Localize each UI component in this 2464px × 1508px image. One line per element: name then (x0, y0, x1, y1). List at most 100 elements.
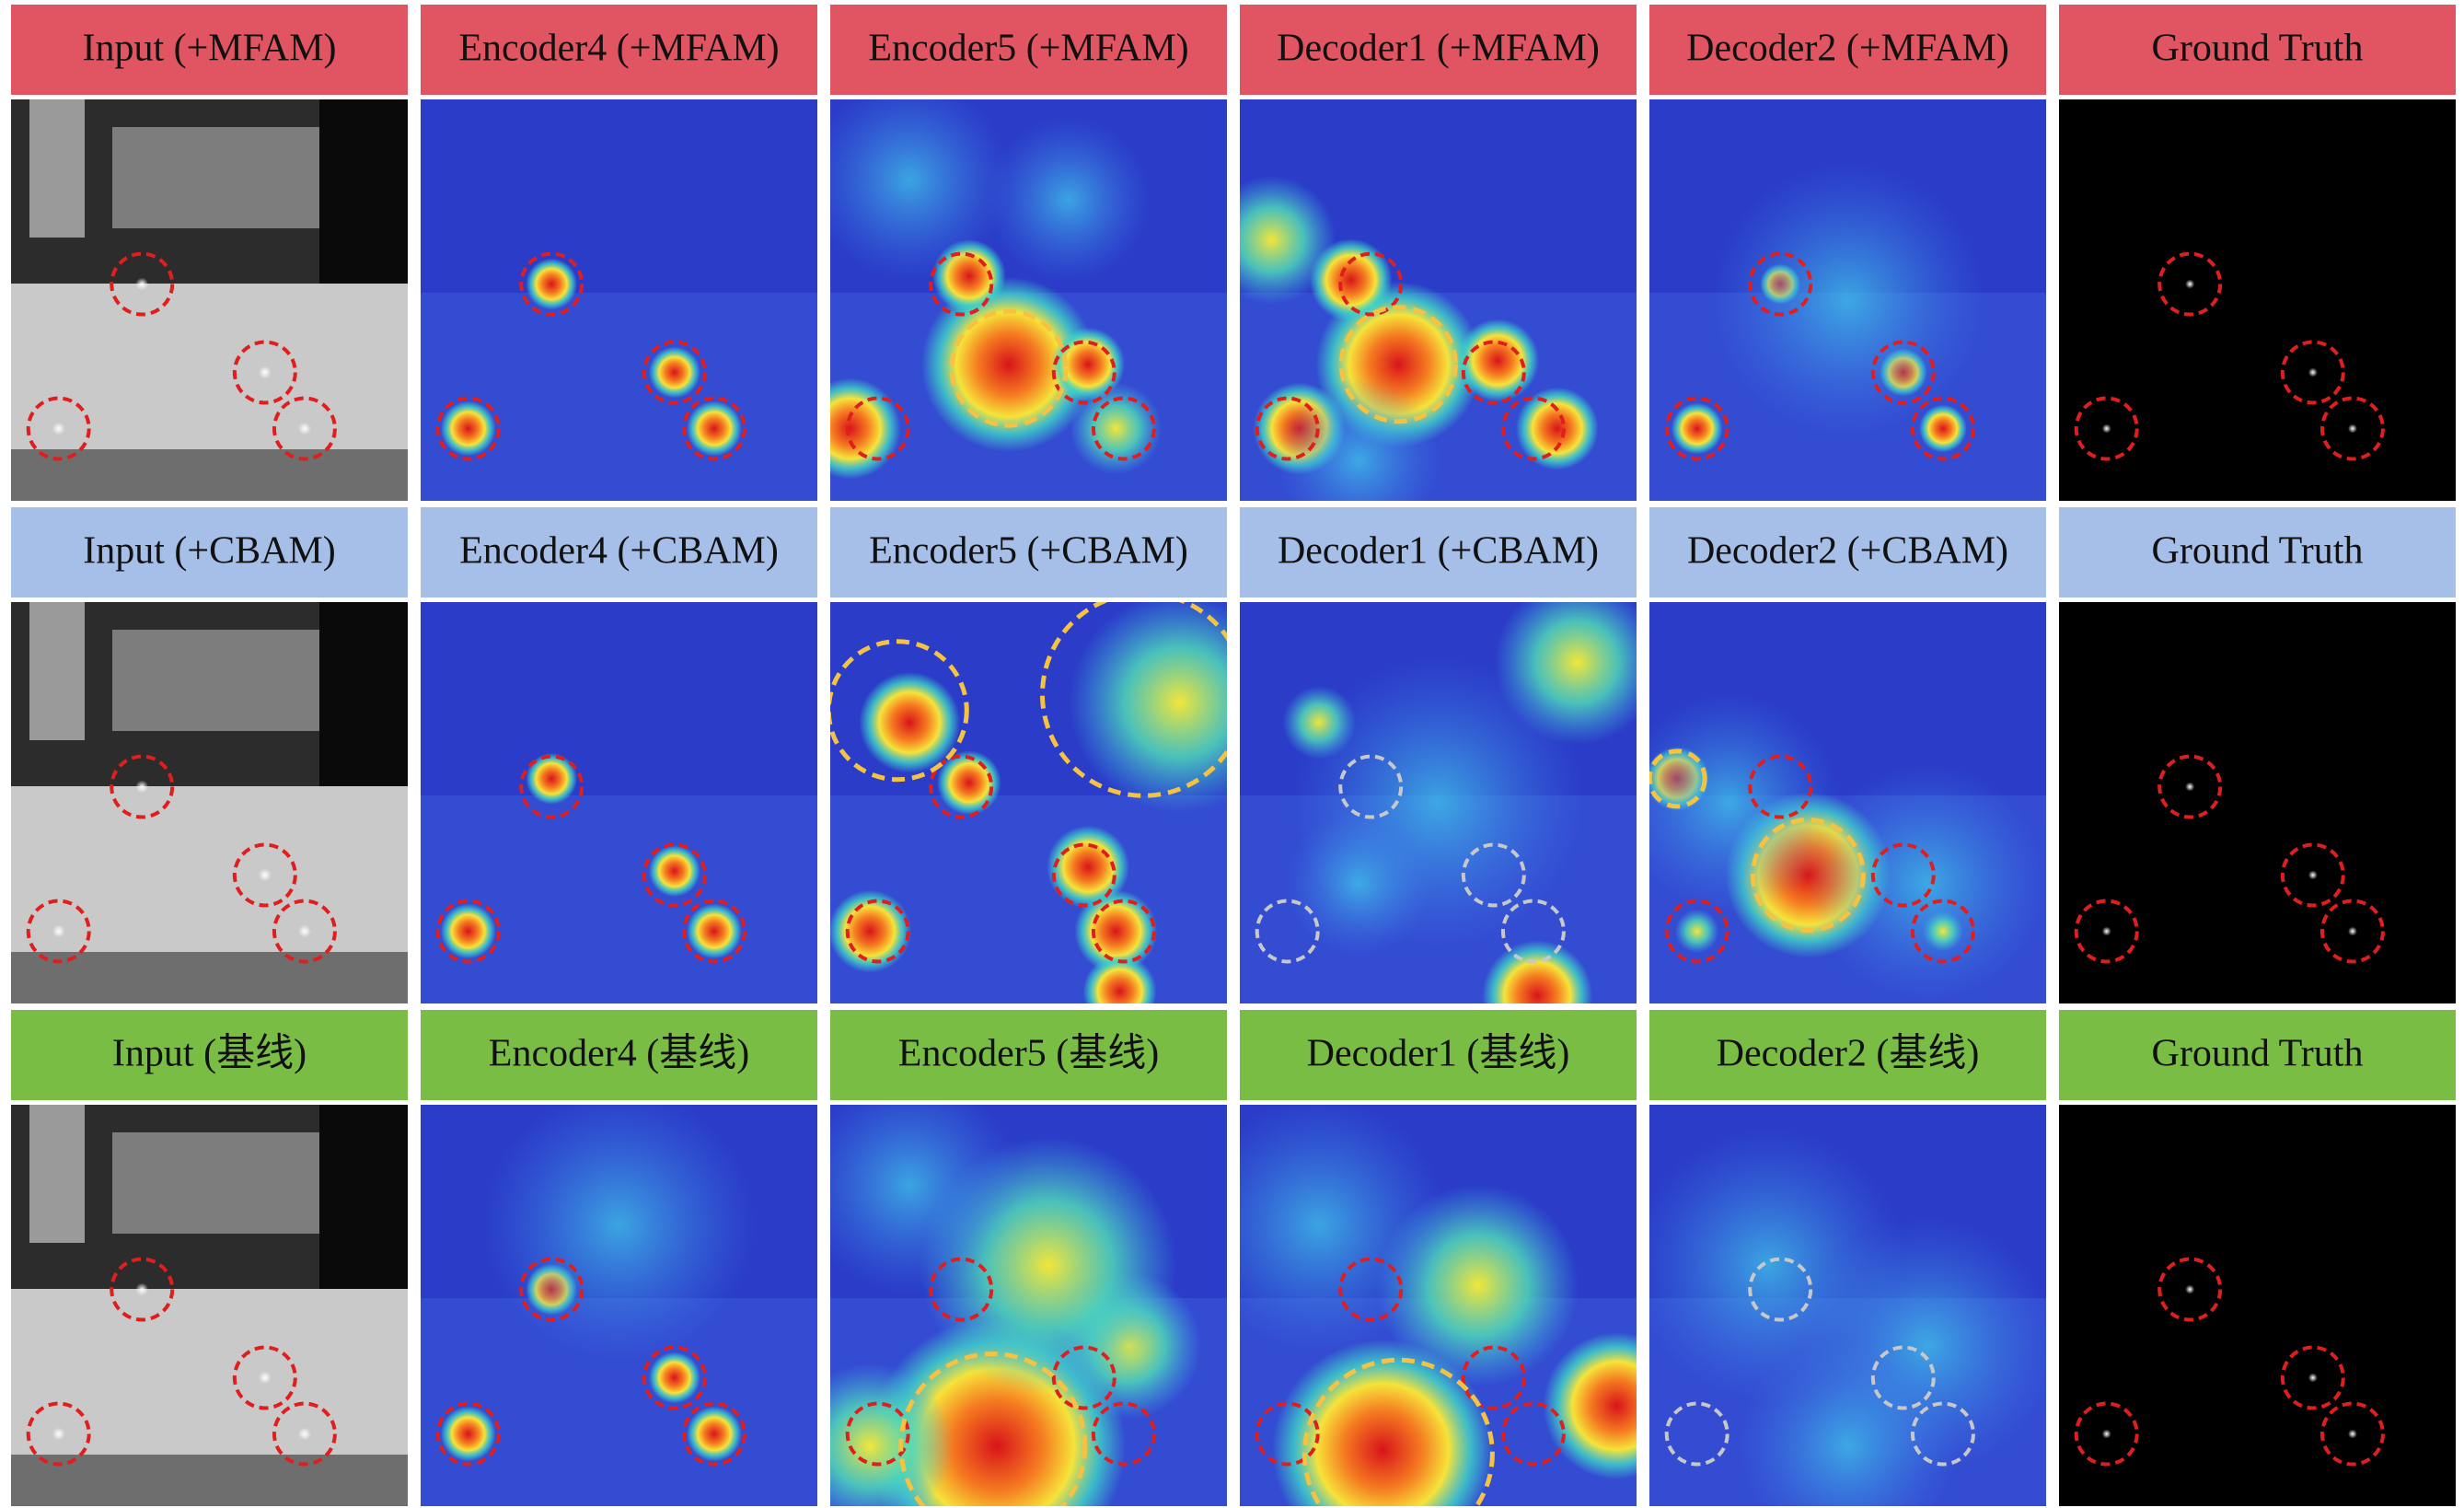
heat-spot (1649, 692, 1840, 913)
heat-spot (1674, 909, 1719, 954)
target-circle (1870, 1345, 1936, 1410)
panel-header (830, 5, 1227, 95)
target-circle (1091, 396, 1156, 461)
heat-spot (1070, 382, 1163, 475)
panel-label: Decoder2 (+MFAM) (1686, 28, 2009, 70)
target-circle (1091, 1401, 1156, 1467)
panel-label: Decoder2 (基线) (1717, 1033, 1980, 1075)
target-circle (2280, 340, 2345, 405)
target-circle (110, 1257, 175, 1322)
target-dot (2308, 367, 2318, 377)
heat-spot (440, 400, 496, 457)
heat-spot (1051, 327, 1126, 401)
target-circle (2157, 1257, 2223, 1322)
panel-label: Encoder5 (+MFAM) (868, 28, 1188, 70)
heat-spot (1240, 175, 1336, 305)
heat-spot (686, 1406, 742, 1462)
heat-spot (1709, 162, 1986, 438)
target-circle (681, 899, 746, 964)
target-circle (1338, 251, 1404, 317)
target-circle (435, 396, 501, 461)
panel-image (11, 1105, 408, 1506)
panel-image (1240, 1105, 1637, 1506)
target-circle (272, 899, 337, 964)
target-circle (1664, 1401, 1729, 1467)
highlight-circle (949, 308, 1069, 428)
heat-spot (1272, 1339, 1494, 1506)
target-dot (2347, 423, 2357, 434)
panel-image (830, 99, 1227, 501)
heat-spot (830, 889, 912, 973)
heat-spot (859, 671, 961, 773)
panel-header (2059, 507, 2456, 597)
heat-spot (1074, 889, 1158, 973)
panel-label: Input (+MFAM) (82, 28, 336, 70)
target-circle (1255, 899, 1320, 964)
panel-header (11, 507, 408, 597)
target-dot (297, 1427, 311, 1441)
target-circle (1051, 1345, 1116, 1410)
highlight-circle (1649, 748, 1707, 809)
target-dot (2101, 423, 2111, 434)
target-circle (2074, 1401, 2139, 1467)
target-circle (2074, 396, 2139, 461)
panel-label: Ground Truth (2152, 530, 2364, 573)
panel-label: Decoder1 (+CBAM) (1278, 530, 1599, 573)
target-circle (681, 1401, 746, 1467)
panel-header (421, 507, 817, 597)
panel-image (1649, 99, 2046, 501)
target-circle (1338, 1257, 1404, 1322)
target-dot (52, 924, 65, 938)
target-circle (272, 1401, 337, 1467)
target-dot (52, 422, 65, 435)
heat-spot (440, 903, 496, 959)
target-circle (845, 396, 910, 461)
panel-image (421, 1105, 817, 1506)
heat-spot (1918, 404, 1967, 453)
target-circle (1338, 754, 1404, 819)
target-circle (26, 1401, 91, 1467)
target-dot (2185, 279, 2195, 289)
target-circle (1870, 340, 1936, 405)
target-dot (2347, 926, 2357, 936)
panel-label: Encoder4 (+MFAM) (458, 28, 779, 70)
target-circle (1870, 842, 1936, 908)
target-circle (519, 1257, 584, 1322)
heat-spot (936, 750, 1001, 816)
heat-spot (440, 1406, 496, 1462)
target-circle (1461, 340, 1526, 405)
wall (112, 1132, 324, 1234)
heat-spot (686, 903, 742, 959)
target-circle (2319, 396, 2385, 461)
heat-spot (830, 1363, 954, 1506)
target-circle (1500, 1401, 1566, 1467)
highlight-circle (1338, 305, 1458, 424)
target-circle (681, 396, 746, 461)
target-circle (929, 251, 994, 317)
target-circle (1910, 1401, 1975, 1467)
heat-spot (648, 1351, 700, 1404)
heat-spot (1671, 402, 1723, 455)
target-circle (232, 340, 297, 405)
heat-spot (830, 99, 1012, 282)
ground (11, 1289, 408, 1455)
ground-low (11, 449, 408, 501)
panel-header (1649, 1010, 2046, 1100)
target-circle (1255, 396, 1320, 461)
target-circle (232, 1345, 297, 1410)
panel-header (11, 1010, 408, 1100)
dark-edge (319, 99, 408, 293)
target-circle (2280, 842, 2345, 908)
target-dot (2101, 926, 2111, 936)
target-circle (1664, 396, 1729, 461)
heat-spot (1047, 825, 1130, 909)
ground-low (11, 1455, 408, 1506)
dark-edge (319, 1105, 408, 1298)
target-circle (519, 251, 584, 317)
target-dot (2101, 1429, 2111, 1439)
panel-label: Encoder5 (基线) (898, 1033, 1159, 1075)
target-circle (110, 251, 175, 317)
target-circle (1910, 899, 1975, 964)
lower-band (421, 293, 817, 501)
panel-image (1240, 602, 1637, 1003)
